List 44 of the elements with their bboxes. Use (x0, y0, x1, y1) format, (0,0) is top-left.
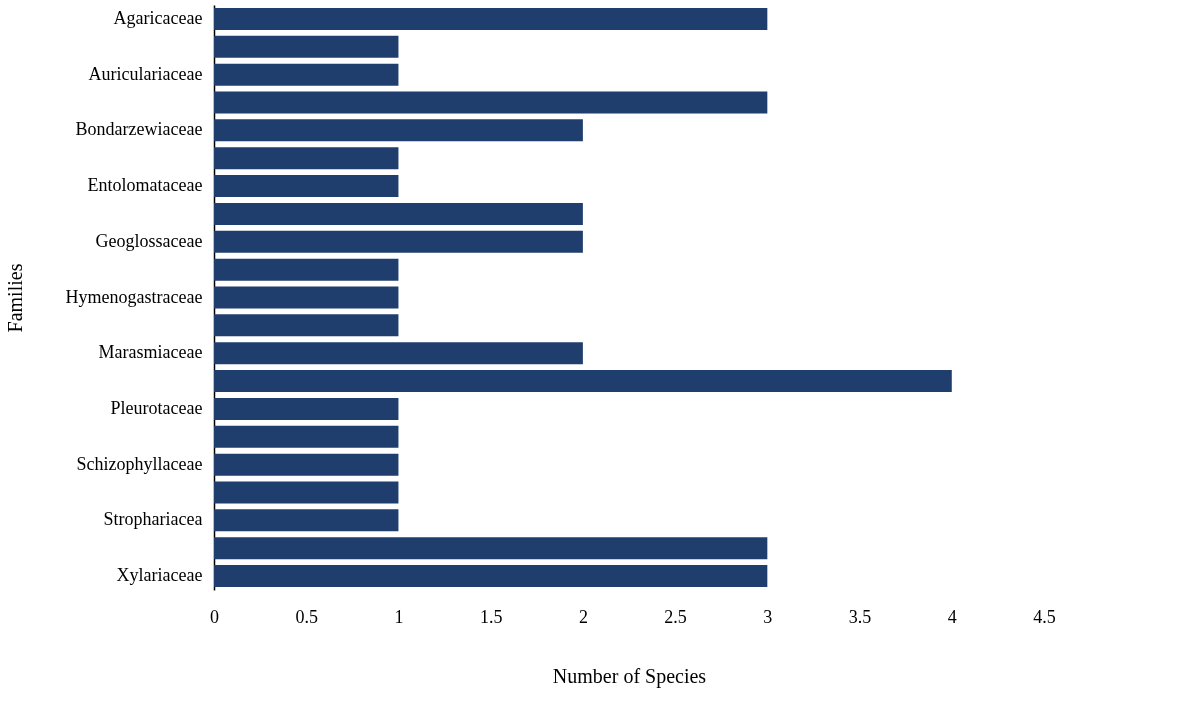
bar (214, 258, 399, 281)
bar (214, 35, 399, 58)
bar (214, 119, 583, 142)
bar (214, 537, 768, 560)
bar (214, 397, 399, 420)
bar (214, 91, 768, 114)
x-tick-label: 2 (578, 606, 588, 627)
y-tick-label: Marasmiaceae (98, 342, 203, 363)
x-tick-label: 1 (394, 606, 404, 627)
x-tick-label: 4 (947, 606, 957, 627)
bar (214, 202, 583, 225)
y-tick-label: Pleurotaceae (110, 397, 203, 418)
y-tick-label: Strophariacea (103, 509, 203, 530)
y-tick-label: Auriculariaceae (88, 63, 203, 84)
y-tick-label: Hymenogastraceae (65, 286, 203, 307)
bar (214, 286, 399, 309)
x-tick-label: 0.5 (295, 606, 318, 627)
y-tick-label: Xylariaceae (116, 565, 203, 586)
bar (214, 453, 399, 476)
bar (214, 175, 399, 198)
y-tick-label: Schizophyllaceae (76, 453, 203, 474)
bar (214, 342, 583, 365)
x-axis-title: Number of Species (552, 664, 707, 688)
y-tick-label: Bondarzewiaceae (75, 119, 203, 140)
x-tick-label: 1.5 (479, 606, 503, 627)
bar (214, 481, 399, 504)
bar (214, 370, 952, 393)
y-tick-label: Entolomataceae (87, 175, 203, 196)
x-tick-label: 3 (763, 606, 773, 627)
y-tick-label: Geoglossaceae (95, 230, 203, 251)
x-tick-label: 3.5 (848, 606, 872, 627)
x-tick-label: 2.5 (664, 606, 687, 627)
bar (214, 565, 768, 588)
bar (214, 7, 768, 30)
bar (214, 230, 583, 253)
bar (214, 314, 399, 337)
bar (214, 63, 399, 86)
y-axis-title: Families (3, 263, 26, 333)
y-tick-label: Agaricaceae (113, 7, 203, 28)
x-tick-label: 4.5 (1033, 606, 1056, 627)
bar (214, 509, 399, 532)
bar (214, 147, 399, 170)
bar (214, 425, 399, 448)
x-tick-label: 0 (210, 606, 219, 627)
